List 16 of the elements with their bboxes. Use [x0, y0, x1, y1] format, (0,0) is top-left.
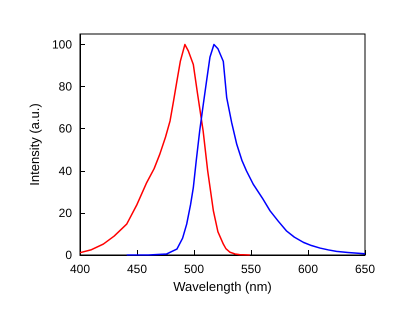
x-tick-label: 600 [298, 262, 318, 276]
y-tick-label: 60 [58, 122, 72, 136]
x-tick-label: 500 [184, 262, 204, 276]
x-tick-label: 450 [126, 262, 148, 276]
line-series [126, 44, 366, 256]
y-tick-label: 20 [58, 206, 72, 220]
x-tick-label: 650 [354, 262, 376, 276]
y-tick-label: 40 [58, 164, 72, 178]
y-tick-label: 0 [65, 248, 72, 262]
x-tick-label: 400 [70, 262, 90, 276]
line-series [79, 44, 251, 256]
y-tick-label: 100 [52, 38, 72, 52]
x-axis-title: Wavelength (nm) [173, 278, 272, 294]
y-tick-label: 80 [58, 80, 72, 94]
x-tick-label: 550 [240, 262, 262, 276]
y-axis-title: Intensity (a.u.) [27, 103, 42, 186]
